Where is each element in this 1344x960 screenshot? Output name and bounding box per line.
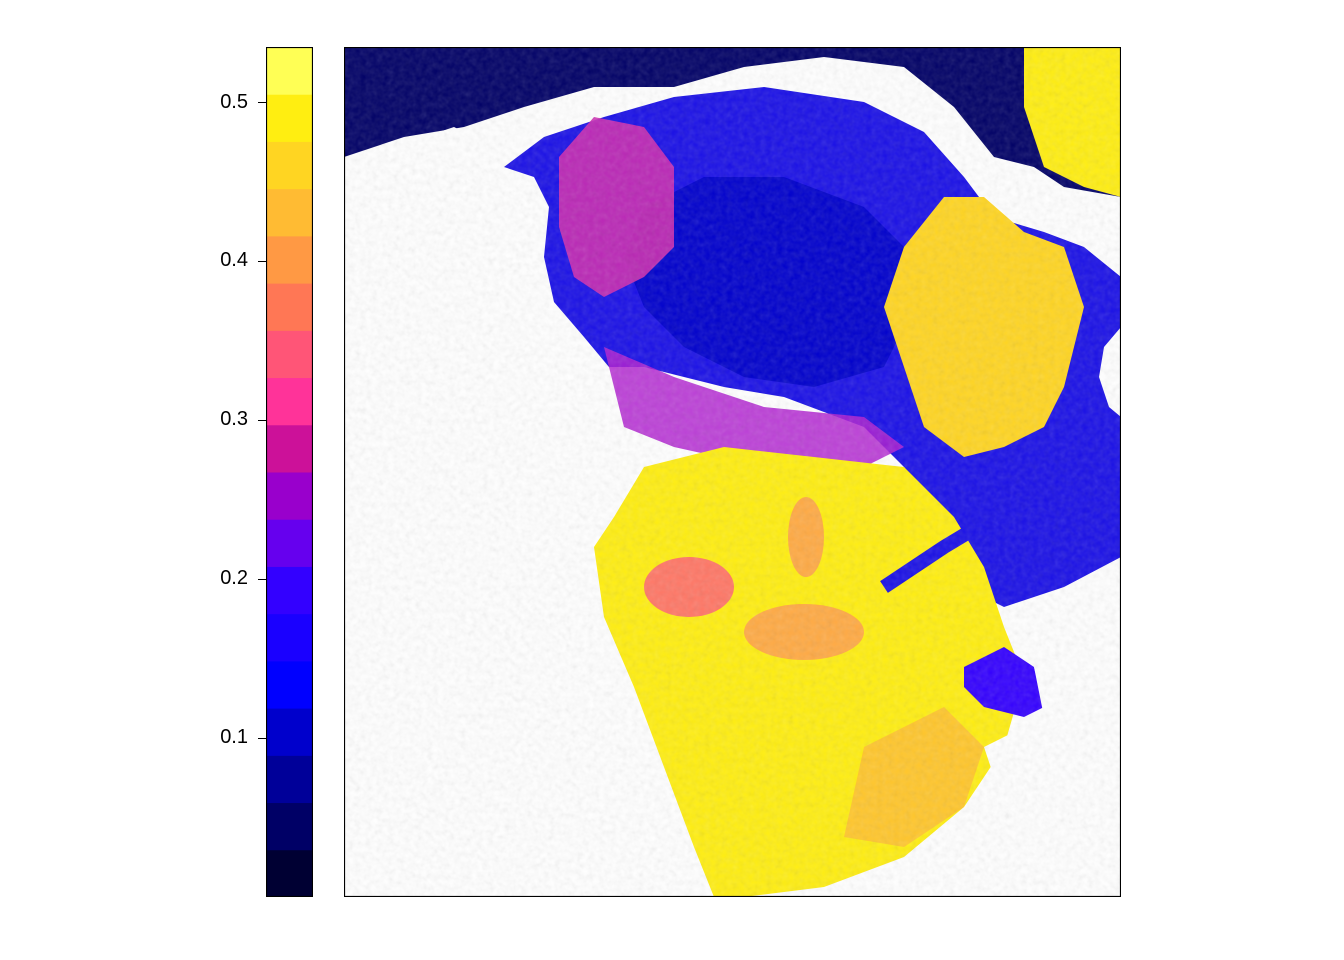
colorbar-swatch — [266, 330, 313, 379]
colorbar-tick-label: 0.4 — [220, 249, 248, 272]
colorbar-swatch — [266, 472, 313, 520]
colorbar-swatch — [266, 708, 313, 756]
colorbar-swatch — [266, 566, 313, 615]
colorbar-tick-label: 0.2 — [220, 567, 248, 590]
colorbar-swatch — [266, 94, 313, 142]
colorbar-tick — [258, 102, 266, 104]
colorbar-swatch — [266, 849, 313, 897]
raster-map — [344, 47, 1121, 897]
colorbar-swatch — [266, 660, 313, 709]
colorbar-tick — [258, 578, 266, 580]
colorbar-swatch — [266, 188, 313, 237]
colorbar-swatch — [266, 755, 313, 804]
colorbar-swatch — [266, 613, 313, 662]
colorbar-tick-label: 0.3 — [220, 408, 248, 431]
colorbar-tick — [258, 419, 266, 421]
colorbar-tick-label: 0.1 — [220, 726, 248, 749]
colorbar-swatch — [266, 235, 313, 284]
colorbar-swatch — [266, 141, 313, 190]
colorbar-swatch — [266, 283, 313, 331]
colorbar-legend — [266, 47, 313, 897]
map-frame — [344, 47, 1121, 897]
colorbar-swatch — [266, 424, 313, 473]
colorbar-tick-label: 0.5 — [220, 90, 248, 113]
colorbar-swatch — [266, 519, 313, 567]
colorbar-swatch — [266, 377, 313, 426]
colorbar-frame — [266, 47, 313, 897]
colorbar-swatch — [266, 802, 313, 851]
colorbar-swatch — [266, 47, 313, 95]
colorbar-tick — [258, 737, 266, 739]
colorbar-tick — [258, 260, 266, 262]
raster-grain — [344, 47, 1121, 897]
